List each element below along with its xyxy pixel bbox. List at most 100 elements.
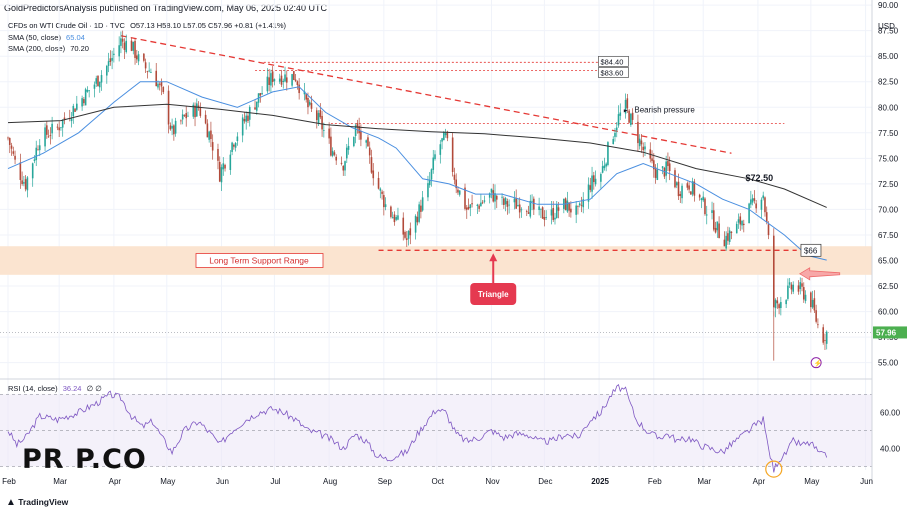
tradingview-footer[interactable]: ▲ TradingView xyxy=(6,497,68,508)
y-tick-label: 82.50 xyxy=(878,78,899,87)
zone-label-box xyxy=(195,253,324,268)
x-tick-label: 2025 xyxy=(591,477,609,486)
candle-body xyxy=(593,175,595,183)
candle-body xyxy=(111,57,113,61)
candles xyxy=(7,30,828,361)
candle-body xyxy=(310,103,313,109)
zone-label: Long Term Support Range xyxy=(209,256,309,266)
candle-body xyxy=(347,145,350,150)
event-marker-icon xyxy=(810,357,822,369)
candle-body xyxy=(282,80,285,82)
sma50-value: 65.04 xyxy=(66,33,85,42)
candle-body xyxy=(727,233,729,241)
candle-body xyxy=(465,207,468,210)
candle-body xyxy=(690,191,692,195)
candle-body xyxy=(458,190,461,195)
candle-body xyxy=(134,40,136,58)
candle-body xyxy=(825,331,828,344)
candle-body xyxy=(247,115,249,121)
candle-body xyxy=(303,91,306,95)
sma50-legend[interactable]: SMA (50, close) 65.04 xyxy=(8,33,85,42)
candle-body xyxy=(702,196,705,201)
y-tick-label: 87.50 xyxy=(878,27,899,36)
candle-body xyxy=(605,163,607,167)
candle-body xyxy=(713,210,715,230)
rsi-tick-label: 40.00 xyxy=(880,444,901,453)
candle-body xyxy=(88,90,90,92)
candle-body xyxy=(370,157,373,173)
candle-body xyxy=(764,197,766,213)
symbol-label: CFDs on WTI Crude Oil · 1D · TVC xyxy=(8,21,125,30)
candle-body xyxy=(723,239,726,247)
label-8440: $84.40 xyxy=(600,57,623,66)
candle-body xyxy=(686,183,689,188)
candle-body xyxy=(233,144,235,147)
candle-body xyxy=(780,302,782,309)
candle-body xyxy=(255,101,258,111)
candle-body xyxy=(788,282,791,285)
candle-body xyxy=(675,182,678,186)
rsi-legend[interactable]: RSI (14, close) 36.24 ∅ ∅ xyxy=(8,384,102,393)
candle-body xyxy=(155,70,158,87)
y-tick-label: 67.50 xyxy=(878,231,899,240)
triangle-label-box xyxy=(470,282,517,305)
sma50-label: SMA (50, close) xyxy=(8,33,61,42)
candle-body xyxy=(506,201,509,207)
candle-body xyxy=(158,83,161,85)
candle-body xyxy=(439,144,442,155)
candle-body xyxy=(778,304,780,309)
candle-body xyxy=(577,205,579,207)
candle-body xyxy=(578,203,581,206)
candle-body xyxy=(381,191,383,194)
candle-body xyxy=(767,224,770,236)
candle-body xyxy=(813,298,816,311)
candle-body xyxy=(704,198,706,215)
candle-body xyxy=(714,227,717,233)
candle-body xyxy=(10,145,13,149)
candle-body xyxy=(331,150,334,156)
candle-body xyxy=(441,138,443,142)
candle-body xyxy=(120,38,122,46)
triangle-label: Triangle xyxy=(478,290,509,299)
candle-body xyxy=(307,97,309,108)
candle-body xyxy=(372,170,375,179)
candle-body xyxy=(517,204,519,207)
candle-body xyxy=(580,204,583,206)
candle-body xyxy=(19,162,22,180)
candle-body xyxy=(691,181,694,195)
candle-body xyxy=(600,173,602,182)
candle-body xyxy=(630,113,632,125)
candle-body xyxy=(405,238,408,240)
candle-body xyxy=(150,72,152,74)
candle-body xyxy=(483,200,486,202)
candle-body xyxy=(402,217,405,235)
support-arrow-icon xyxy=(798,267,841,281)
symbol-legend[interactable]: CFDs on WTI Crude Oil · 1D · TVC O57.13 … xyxy=(8,21,286,30)
candle-body xyxy=(787,285,789,299)
candle-body xyxy=(132,41,135,51)
candle-body xyxy=(751,198,754,203)
candle-body xyxy=(792,284,795,292)
candle-body xyxy=(206,123,209,138)
candle-body xyxy=(508,204,510,206)
candle-body xyxy=(810,292,812,308)
candle-body xyxy=(291,74,293,86)
candle-body xyxy=(762,195,765,199)
candle-body xyxy=(557,207,560,211)
candle-body xyxy=(245,115,248,122)
candle-body xyxy=(603,165,606,169)
candle-body xyxy=(148,70,150,72)
candle-body xyxy=(137,54,140,62)
candle-body xyxy=(167,90,170,125)
candle-body xyxy=(243,119,246,122)
y-tick-label: 75.00 xyxy=(878,154,899,163)
candle-body xyxy=(545,216,547,218)
candle-body xyxy=(661,166,664,169)
candle-body xyxy=(383,195,385,208)
candle-body xyxy=(765,212,768,223)
candle-body xyxy=(113,53,115,55)
candle-body xyxy=(469,204,472,208)
sma200-legend[interactable]: SMA (200, close) 70.20 xyxy=(8,44,89,53)
candle-body xyxy=(365,140,367,143)
